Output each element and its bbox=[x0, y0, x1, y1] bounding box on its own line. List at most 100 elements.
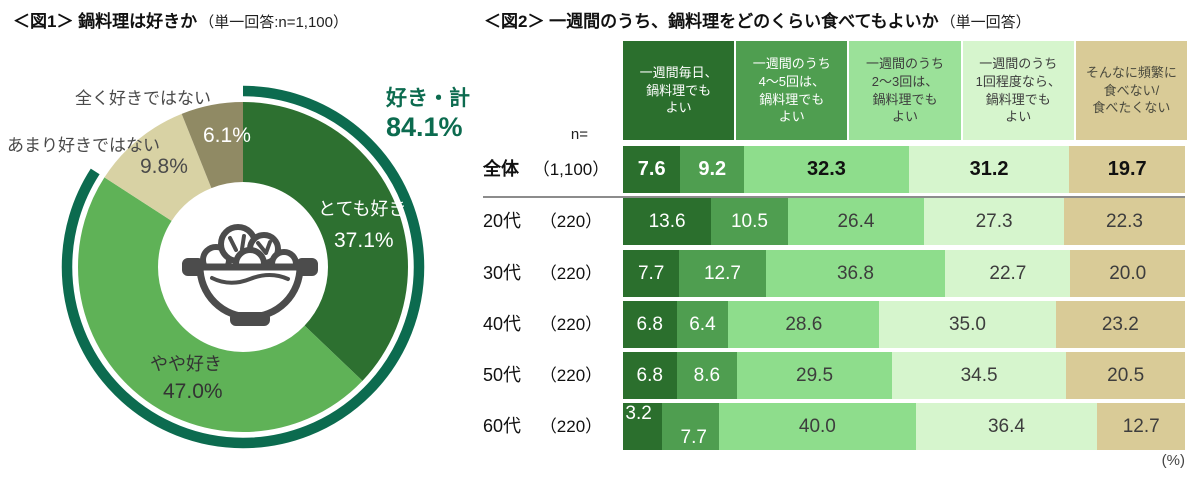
bar-row: 50代 （220） 6.8 8.6 29.5 34.5 20.5 bbox=[483, 352, 1186, 399]
row-name: 全体 bbox=[483, 159, 519, 179]
stacked-bar: 7.7 12.7 36.8 22.7 20.0 bbox=[623, 250, 1185, 297]
donut-total-label-block: 好き・計 84.1% bbox=[386, 86, 470, 144]
bar-segment: 8.6 bbox=[676, 352, 738, 399]
row-count: （220） bbox=[539, 417, 603, 436]
bar-segment: 3.2 bbox=[623, 402, 663, 450]
bar-value: 6.4 bbox=[689, 313, 716, 335]
row-count: （220） bbox=[539, 366, 603, 385]
bar-segment: 32.3 bbox=[744, 146, 909, 193]
bar-segment: 26.4 bbox=[787, 198, 925, 245]
bar-segment: 9.2 bbox=[680, 146, 745, 193]
row-count: （220） bbox=[539, 315, 603, 334]
figure1-title-main: ＜図1＞ 鍋料理は好きか bbox=[13, 12, 198, 31]
figure1-title-note: （単一回答:n=1,100） bbox=[199, 14, 348, 31]
donut-segments bbox=[78, 102, 408, 432]
row-count: （220） bbox=[539, 212, 603, 231]
bar-row: 40代 （220） 6.8 6.4 28.6 35.0 23.2 bbox=[483, 301, 1186, 348]
bar-value: 20.0 bbox=[1109, 262, 1147, 284]
row-count: （1,100） bbox=[532, 160, 610, 179]
bar-segment: 27.3 bbox=[924, 198, 1065, 245]
legend-item: 一週間のうち 2～3回は、 鍋料理でも よい bbox=[849, 41, 961, 140]
bar-segment: 35.0 bbox=[879, 301, 1056, 348]
bar-segment: 23.2 bbox=[1055, 301, 1186, 348]
row-name: 50代 bbox=[483, 365, 522, 385]
bar-segment: 20.5 bbox=[1066, 352, 1186, 399]
bar-value: 23.2 bbox=[1101, 313, 1139, 335]
legend-item: 一週間毎日、 鍋料理でも よい bbox=[623, 41, 735, 140]
bar-segment: 6.8 bbox=[623, 352, 677, 399]
donut-segment bbox=[78, 102, 408, 432]
donut-chart bbox=[61, 85, 425, 449]
donut-slice-label-somewhat-like: やや好き bbox=[150, 354, 222, 374]
legend-item: そんなに頻繁に 食べない/ 食べたくない bbox=[1075, 41, 1188, 140]
bar-segment: 13.6 bbox=[623, 198, 712, 245]
bar-value: 7.7 bbox=[680, 426, 707, 448]
bar-segment: 34.5 bbox=[891, 352, 1067, 399]
bar-value: 22.7 bbox=[989, 262, 1027, 284]
figure1-title: ＜図1＞ 鍋料理は好きか （単一回答:n=1,100） bbox=[13, 7, 348, 32]
donut-total-arc bbox=[61, 85, 425, 449]
bar-segment: 31.2 bbox=[908, 146, 1070, 193]
bar-value: 20.5 bbox=[1107, 364, 1145, 386]
donut-total-label: 好き・計 bbox=[386, 87, 470, 110]
bar-value: 31.2 bbox=[969, 158, 1009, 180]
bar-value: 34.5 bbox=[960, 364, 998, 386]
row-count: （220） bbox=[539, 264, 603, 283]
bar-row: 60代 （220） 3.2 7.7 40.0 36.4 12.7 bbox=[483, 402, 1186, 450]
figure2-title: ＜図2＞ 一週間のうち、鍋料理をどのくらい食べてもよいか （単一回答） bbox=[484, 7, 1031, 32]
bar-row: 全体 （1,100） 7.6 9.2 32.3 31.2 19.7 bbox=[483, 146, 1186, 193]
bar-value: 12.7 bbox=[703, 262, 741, 284]
bar-row: 20代 （220） 13.6 10.5 26.4 27.3 22.3 bbox=[483, 198, 1185, 245]
bar-segment: 28.6 bbox=[728, 301, 880, 348]
bar-row: 30代 （220） 7.7 12.7 36.8 22.7 20.0 bbox=[483, 250, 1185, 297]
donut-slice-value-somewhat-like: 47.0% bbox=[163, 380, 223, 403]
bar-value: 19.7 bbox=[1107, 158, 1147, 180]
legend-item: 一週間のうち 1回程度なら、 鍋料理でも よい bbox=[962, 41, 1074, 140]
donut-slice-label-not-much: あまり好きではない bbox=[7, 136, 160, 155]
bar-value: 13.6 bbox=[648, 210, 686, 232]
bar-value: 36.8 bbox=[836, 262, 874, 284]
donut-slice-value-very-like: 37.1% bbox=[334, 229, 394, 252]
percent-unit-label: (%) bbox=[1161, 452, 1185, 469]
row-name: 20代 bbox=[483, 211, 522, 231]
bar-value: 26.4 bbox=[837, 210, 875, 232]
bar-segment: 12.7 bbox=[1097, 403, 1186, 450]
bar-value: 8.6 bbox=[693, 364, 721, 386]
bar-segment: 20.0 bbox=[1070, 250, 1185, 297]
n-equals-label: n= bbox=[570, 126, 588, 143]
bar-segment: 7.7 bbox=[662, 403, 720, 450]
bar-value: 7.6 bbox=[637, 158, 666, 180]
bar-segment: 19.7 bbox=[1069, 146, 1186, 193]
figure2-title-note: （単一回答） bbox=[940, 14, 1031, 31]
figure2-title-main: ＜図2＞ 一週間のうち、鍋料理をどのくらい食べてもよいか bbox=[484, 12, 939, 31]
bar-value: 6.8 bbox=[636, 364, 663, 386]
stacked-bar: 6.8 6.4 28.6 35.0 23.2 bbox=[623, 301, 1186, 348]
bar-value: 40.0 bbox=[798, 415, 836, 437]
donut-total-value: 84.1% bbox=[386, 112, 463, 143]
bar-segment: 7.6 bbox=[623, 146, 681, 193]
bar-value: 3.2 bbox=[625, 402, 652, 424]
bar-segment: 36.4 bbox=[915, 403, 1098, 450]
bar-rows: 全体 （1,100） 7.6 9.2 32.3 31.2 19.7 20代 （220） 13.6 1… bbox=[483, 0, 1186, 478]
donut-slice-label-not-at-all: 全く好きではない bbox=[75, 89, 211, 108]
bar-value: 6.8 bbox=[636, 313, 663, 335]
row-name: 40代 bbox=[483, 314, 522, 334]
donut-slice-label-very-like: とても好き bbox=[318, 199, 407, 219]
bar-value: 32.3 bbox=[806, 158, 846, 180]
bar-segment: 22.7 bbox=[945, 250, 1071, 297]
bar-value: 29.5 bbox=[796, 364, 834, 386]
legend-header: 一週間毎日、 鍋料理でも よい 一週間のうち 4～5回は、 鍋料理でも よい 一週間… bbox=[623, 41, 1188, 140]
bar-value: 10.5 bbox=[730, 210, 768, 232]
bar-value: 12.7 bbox=[1122, 415, 1160, 437]
bar-segment: 36.8 bbox=[765, 250, 946, 297]
bar-value: 22.3 bbox=[1106, 210, 1143, 232]
total-separator-line bbox=[483, 196, 1185, 198]
stacked-bar: 13.6 10.5 26.4 27.3 22.3 bbox=[623, 198, 1185, 245]
hotpot-icon bbox=[182, 224, 318, 326]
donut-slice-value-not-at-all: 6.1% bbox=[203, 124, 251, 147]
donut-slice-value-not-much: 9.8% bbox=[140, 155, 188, 178]
bar-segment: 22.3 bbox=[1064, 198, 1185, 245]
bar-segment: 10.5 bbox=[711, 198, 788, 245]
donut-segment bbox=[78, 102, 408, 432]
